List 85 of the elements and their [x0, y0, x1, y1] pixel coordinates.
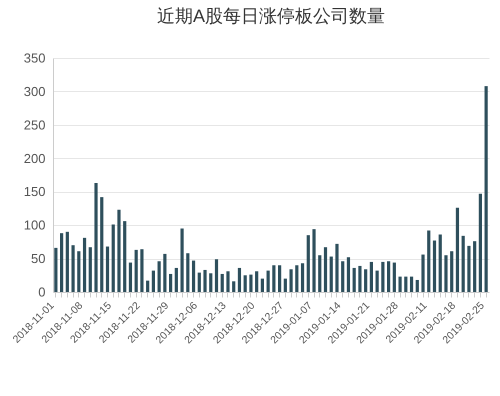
bar — [289, 269, 293, 292]
bar — [186, 253, 190, 292]
bar — [467, 246, 471, 292]
bar — [398, 276, 402, 292]
y-tick-label: 150 — [24, 184, 46, 200]
bar — [335, 244, 339, 292]
bar — [438, 234, 442, 292]
bar — [456, 208, 460, 292]
bar — [77, 251, 80, 292]
bar — [249, 274, 253, 292]
bar — [295, 265, 298, 292]
bar — [158, 261, 161, 292]
bar — [123, 221, 126, 292]
y-tick-label: 0 — [38, 284, 46, 300]
bar — [128, 262, 132, 292]
bar — [117, 210, 121, 292]
bar — [410, 276, 414, 292]
bar — [370, 262, 373, 292]
bar — [473, 241, 476, 292]
chart-title: 近期A股每日涨停板公司数量 — [156, 6, 386, 26]
bar — [54, 248, 58, 292]
bar — [146, 280, 150, 292]
bar — [134, 250, 138, 292]
bar — [484, 86, 488, 292]
bar — [392, 262, 396, 292]
bar — [169, 274, 172, 292]
bar — [324, 247, 328, 292]
bar — [238, 268, 242, 292]
y-tick-label: 100 — [24, 218, 46, 233]
bar — [381, 262, 384, 292]
bar — [306, 235, 310, 292]
bar — [232, 281, 236, 292]
bar — [192, 260, 196, 292]
bar — [312, 229, 316, 292]
bar — [203, 270, 207, 292]
bar — [94, 183, 98, 292]
bar — [82, 238, 86, 292]
bar — [66, 232, 69, 292]
bar — [60, 233, 64, 292]
bar — [100, 197, 104, 292]
bar — [300, 263, 304, 292]
bar — [416, 280, 419, 292]
bar — [140, 249, 144, 292]
bar — [284, 278, 287, 292]
bar — [214, 259, 218, 292]
bar — [220, 274, 224, 292]
bar — [358, 266, 362, 292]
bar — [427, 230, 430, 292]
bar — [226, 271, 230, 292]
y-tick-label: 50 — [31, 251, 46, 266]
bar — [88, 247, 92, 292]
bar — [376, 270, 379, 292]
bar — [330, 256, 333, 292]
bar — [152, 270, 155, 292]
bar — [71, 245, 75, 292]
bar — [272, 265, 276, 292]
bar — [364, 269, 368, 292]
bar — [163, 254, 166, 292]
bar — [432, 240, 436, 292]
bar — [318, 255, 322, 292]
bar — [444, 255, 448, 292]
bar — [462, 236, 465, 292]
bar — [209, 273, 212, 292]
bar — [198, 272, 201, 292]
bar — [278, 265, 282, 292]
y-tick-label: 350 — [24, 50, 46, 66]
bar — [244, 275, 247, 292]
bar — [112, 224, 115, 292]
bar — [352, 268, 356, 292]
y-tick-label: 200 — [24, 150, 46, 166]
bar — [421, 254, 425, 292]
bar — [387, 261, 390, 292]
y-tick-label: 250 — [24, 117, 46, 132]
bar — [341, 261, 344, 292]
bar — [404, 276, 408, 292]
bar — [255, 271, 258, 292]
y-tick-label: 300 — [24, 84, 46, 99]
bar — [180, 228, 184, 292]
bar — [106, 246, 110, 292]
bar — [346, 257, 350, 292]
bar — [174, 268, 178, 292]
bar — [260, 278, 264, 292]
bar — [478, 194, 482, 292]
bar — [266, 270, 270, 292]
bar — [450, 251, 454, 292]
